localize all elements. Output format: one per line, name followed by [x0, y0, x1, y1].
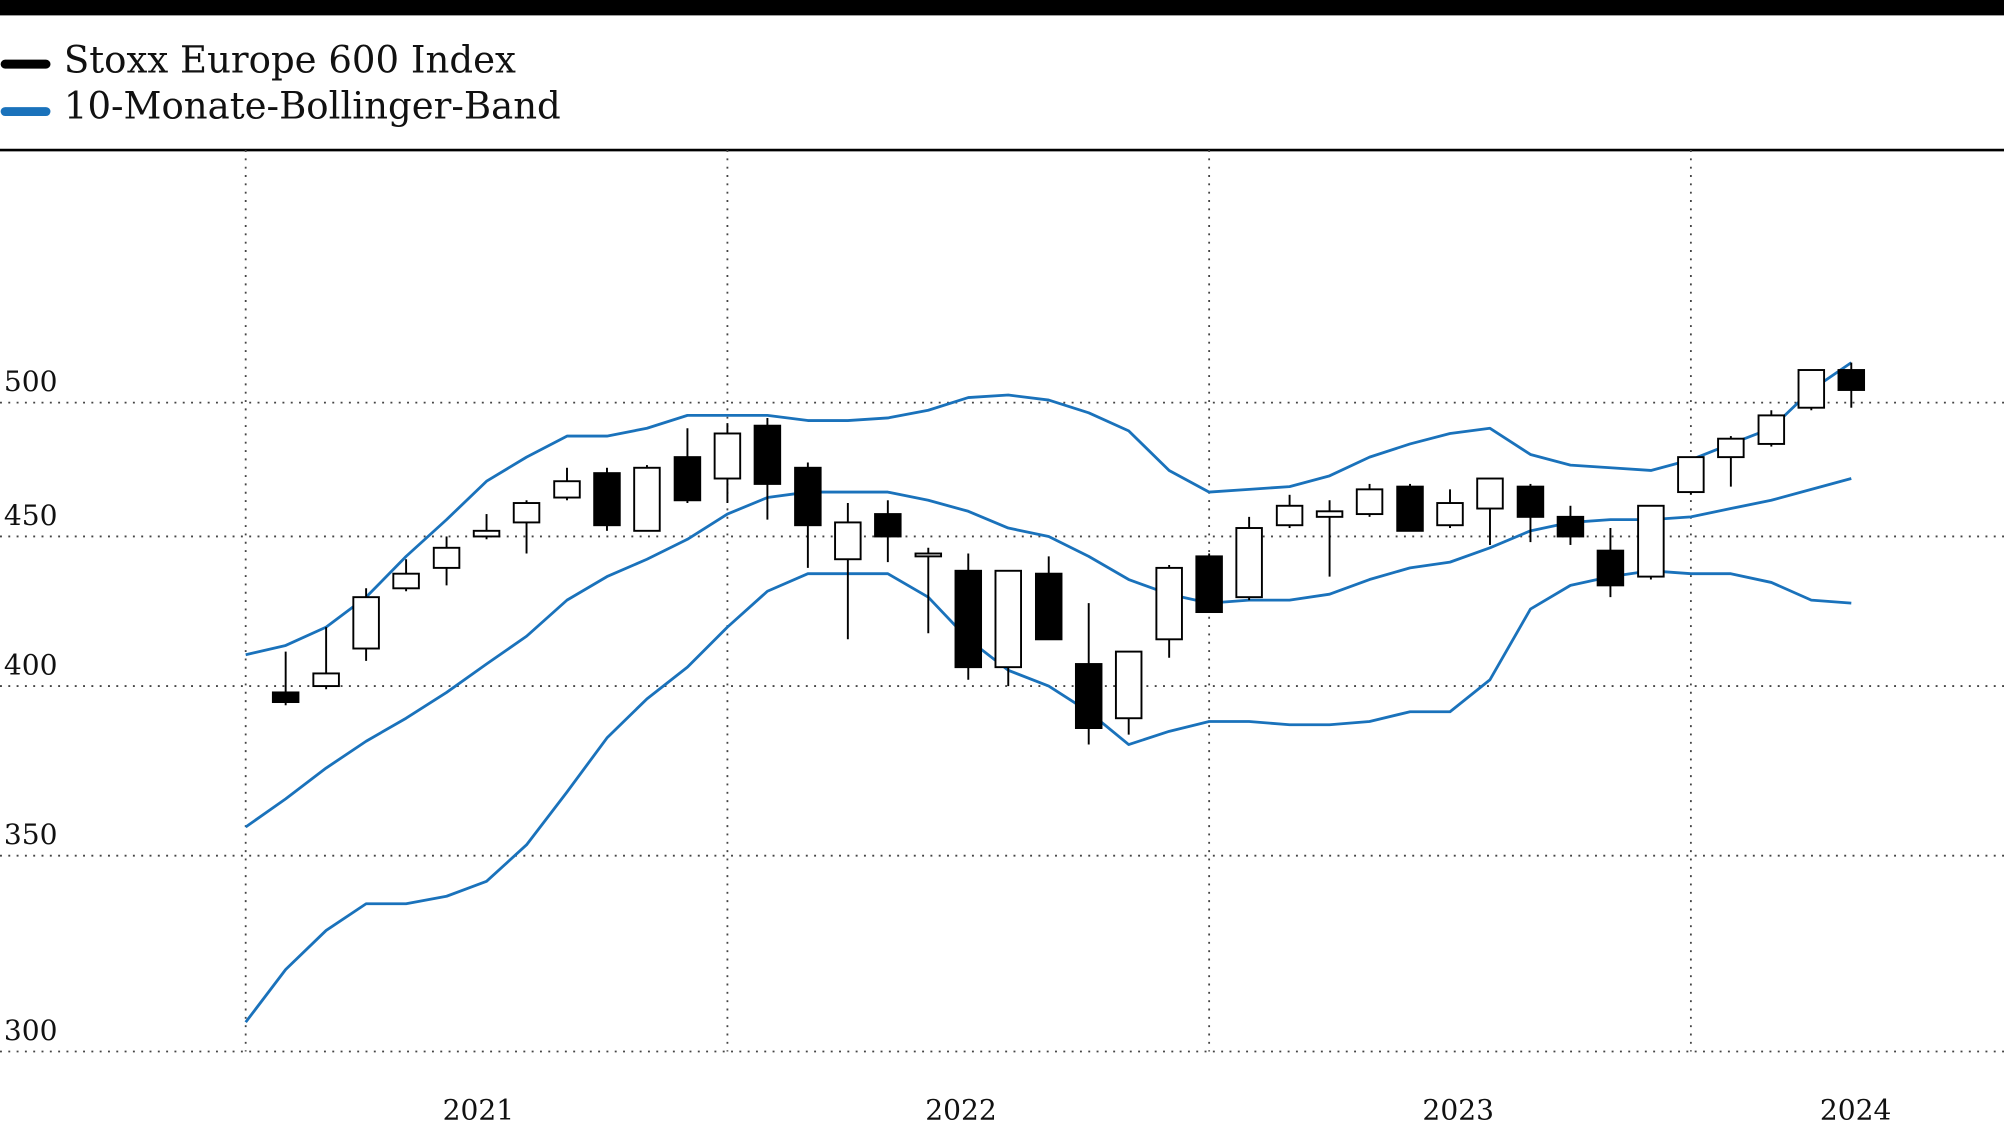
legend-label: 10-Monate-Bollinger-Band [64, 84, 561, 127]
candle-body [1717, 437, 1745, 459]
candle-body [1556, 515, 1585, 538]
candle-body [874, 513, 902, 538]
candle-body [753, 424, 782, 485]
candle-body [1155, 566, 1183, 641]
candle-body [1757, 414, 1786, 445]
candle-body [1315, 510, 1344, 518]
candle-body [954, 569, 983, 669]
x-tick-label: 2024 [1820, 1093, 1892, 1126]
candle-body [352, 596, 380, 650]
candle-body [312, 672, 340, 688]
y-tick-label: 300 [4, 1014, 58, 1047]
candle-body [994, 569, 1023, 669]
candle-body [1516, 485, 1545, 518]
candle-body [1396, 485, 1424, 532]
candle-body [633, 466, 661, 532]
candle-body [271, 691, 300, 704]
candle-body [794, 466, 822, 527]
candle-body [1596, 549, 1625, 587]
candle-body [1235, 527, 1263, 599]
x-tick-label: 2022 [925, 1093, 997, 1126]
candle-body [1637, 504, 1665, 578]
candle-body [392, 572, 420, 590]
y-tick-label: 350 [4, 818, 58, 851]
candle-body [673, 456, 702, 502]
candle-body [1476, 477, 1504, 510]
y-tick-label: 450 [4, 499, 58, 532]
candle-body [1034, 572, 1063, 641]
candle-body [593, 472, 621, 527]
candle-body [1436, 502, 1464, 527]
candle-body [1114, 650, 1143, 720]
legend-label: Stoxx Europe 600 Index [64, 38, 516, 81]
candle-body [713, 432, 742, 480]
candle-body [512, 502, 541, 524]
top-bar [0, 0, 2004, 16]
candle-body [1195, 555, 1223, 614]
candle-body [1275, 504, 1304, 527]
y-tick-label: 500 [4, 365, 58, 398]
candle-body [472, 529, 501, 538]
band-line [244, 569, 1852, 1024]
candle-body [914, 552, 943, 558]
candle-body [432, 546, 461, 569]
y-tick-label: 400 [4, 648, 58, 681]
band-line [245, 361, 1853, 657]
candle-body [1677, 456, 1705, 494]
x-tick-label: 2023 [1422, 1093, 1494, 1126]
candle-body [553, 480, 581, 499]
x-tick-label: 2021 [443, 1093, 515, 1126]
candle-body [834, 521, 862, 561]
candle-body [1797, 369, 1826, 409]
candle-body [1074, 663, 1103, 729]
candle-body [1355, 488, 1384, 516]
candle-body [1837, 369, 1866, 391]
